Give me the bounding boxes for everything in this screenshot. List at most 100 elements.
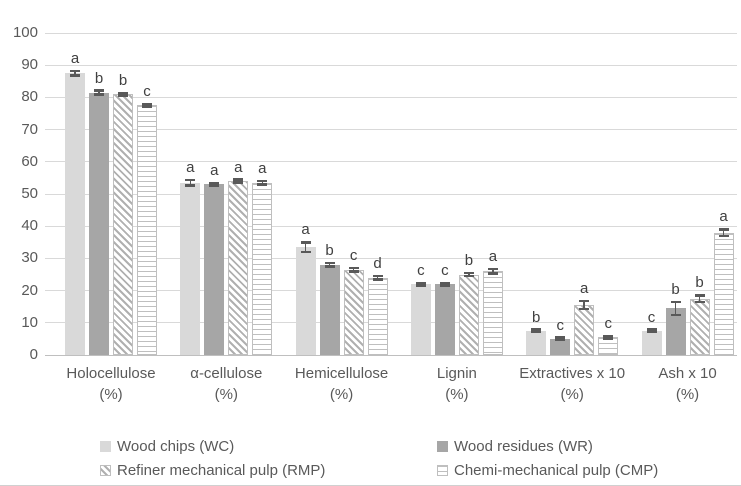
legend-label-wood-residues: Wood residues (WR) xyxy=(454,438,593,455)
y-axis-tick-label: 60 xyxy=(21,152,38,170)
error-bar-cap-bottom xyxy=(718,234,729,238)
legend-label-refiner-mechanical-pulp: Refiner mechanical pulp (RMP) xyxy=(117,462,326,479)
y-gridline xyxy=(45,129,737,131)
x-axis-label-line: (%) xyxy=(214,386,238,403)
y-axis-tick-label: 70 xyxy=(21,120,38,138)
legend-label-chemi-mechanical-pulp: Chemi-mechanical pulp (CMP) xyxy=(454,462,659,479)
significance-letter: b xyxy=(671,280,680,298)
error-bar-cap-bottom xyxy=(209,184,220,187)
y-axis-tick-label: 20 xyxy=(21,281,38,299)
error-bar-cap-top xyxy=(233,178,244,181)
error-bar-line xyxy=(146,104,148,107)
x-axis-label-line: (%) xyxy=(560,386,584,403)
error-bar-line xyxy=(304,242,307,252)
error-bar-line xyxy=(74,70,76,76)
error-bar-cap-top xyxy=(531,328,542,331)
significance-letter: a xyxy=(488,248,498,266)
significance-letter: c xyxy=(604,315,612,332)
bar-wr-2 xyxy=(204,184,225,355)
legend-swatch-chemi-mechanical-pulp-icon xyxy=(437,465,448,476)
bar-wc-5 xyxy=(526,330,547,355)
error-bar-cap-top xyxy=(348,266,359,270)
x-axis-label-line: Hemicellulose xyxy=(294,365,389,382)
error-bar-line xyxy=(444,282,446,286)
bar-wc-4 xyxy=(410,284,431,355)
error-bar-cap-bottom xyxy=(300,250,311,254)
legend-item-wood-chips: Wood chips (WC) xyxy=(100,439,234,454)
error-bar-cap-top xyxy=(718,228,729,231)
error-bar-line xyxy=(535,329,537,333)
x-axis-line xyxy=(45,354,737,356)
significance-letter: b xyxy=(94,69,104,87)
error-bar-cap-bottom xyxy=(646,330,657,334)
bar-wc-2 xyxy=(180,182,201,355)
error-bar-cap-top xyxy=(142,102,152,106)
error-bar-line xyxy=(376,276,379,280)
error-bar-cap-top xyxy=(300,241,311,244)
legend-label-wood-chips: Wood chips (WC) xyxy=(117,438,235,455)
error-bar-line xyxy=(722,229,725,236)
y-axis-tick-label: 10 xyxy=(21,313,38,331)
bar-cmp-6 xyxy=(713,232,734,355)
error-bar-cap-bottom xyxy=(185,184,196,187)
significance-letter: c xyxy=(441,261,449,279)
error-bar-cap-bottom xyxy=(94,93,104,96)
y-gridline xyxy=(45,32,737,34)
legend-item-refiner-mechanical-pulp: Refiner mechanical pulp (RMP) xyxy=(100,463,325,478)
x-axis-category-label: Ash x 10 (%) xyxy=(618,363,741,405)
x-axis-category-label: Hemicellulose (%) xyxy=(272,363,412,405)
y-gridline xyxy=(45,225,737,227)
y-axis-tick-label: 100 xyxy=(12,24,38,41)
error-bar-line xyxy=(492,269,494,274)
significance-letter: a xyxy=(210,162,219,180)
error-bar-cap-bottom xyxy=(463,274,474,278)
bar-wr-3 xyxy=(319,264,340,355)
error-bar-line xyxy=(583,301,585,309)
y-axis-tick-label: 30 xyxy=(21,249,38,267)
error-bar-line xyxy=(261,181,264,185)
error-bar-cap-top xyxy=(555,336,566,339)
y-gridline xyxy=(45,96,737,98)
bar-wr-6 xyxy=(665,308,686,355)
x-axis-label-line: (%) xyxy=(329,386,354,403)
error-bar-cap-top xyxy=(487,267,498,271)
bar-rmp-6 xyxy=(689,298,710,355)
y-gridline xyxy=(45,322,737,324)
error-bar-cap-top xyxy=(415,281,426,285)
significance-letter: a xyxy=(234,158,243,176)
y-axis-tick-label: 40 xyxy=(21,217,38,235)
significance-letter: c xyxy=(143,83,151,101)
error-bar-cap-bottom xyxy=(142,105,152,108)
error-bar-line xyxy=(420,282,422,286)
error-bar-line xyxy=(122,92,124,96)
significance-letter: a xyxy=(719,208,728,226)
significance-letter: a xyxy=(186,159,195,177)
error-bar-line xyxy=(650,329,653,333)
y-axis-tick-label: 90 xyxy=(21,56,38,74)
error-bar-cap-top xyxy=(646,328,657,331)
error-bar-cap-top xyxy=(185,178,196,182)
error-bar-cap-bottom xyxy=(603,337,614,340)
significance-letter: b xyxy=(118,71,128,89)
bar-wr-4 xyxy=(434,284,455,355)
error-bar-line xyxy=(698,295,701,302)
legend-item-chemi-mechanical-pulp: Chemi-mechanical pulp (CMP) xyxy=(437,463,658,478)
x-axis-label-line: Extractives x 10 xyxy=(519,365,626,382)
x-axis-label-line: (%) xyxy=(99,386,123,403)
x-axis-category-label: α-cellulose (%) xyxy=(156,363,296,405)
error-bar-line xyxy=(98,90,100,95)
legend-swatch-wood-residues-icon xyxy=(437,441,448,452)
significance-letter: c xyxy=(647,308,656,326)
error-bar-cap-top xyxy=(603,334,614,338)
error-bar-line xyxy=(674,301,677,315)
x-axis-category-label: Lignin (%) xyxy=(387,363,527,405)
error-bar-line xyxy=(352,268,355,272)
significance-letter: b xyxy=(325,242,334,260)
error-bar-cap-bottom xyxy=(70,74,80,77)
error-bar-cap-top xyxy=(463,271,474,275)
legend-item-wood-residues: Wood residues (WR) xyxy=(437,439,593,454)
error-bar-cap-bottom xyxy=(415,284,426,287)
y-axis-tick-label: 50 xyxy=(21,185,38,202)
significance-letter: b xyxy=(532,308,541,326)
x-axis-label-line: (%) xyxy=(445,386,469,403)
